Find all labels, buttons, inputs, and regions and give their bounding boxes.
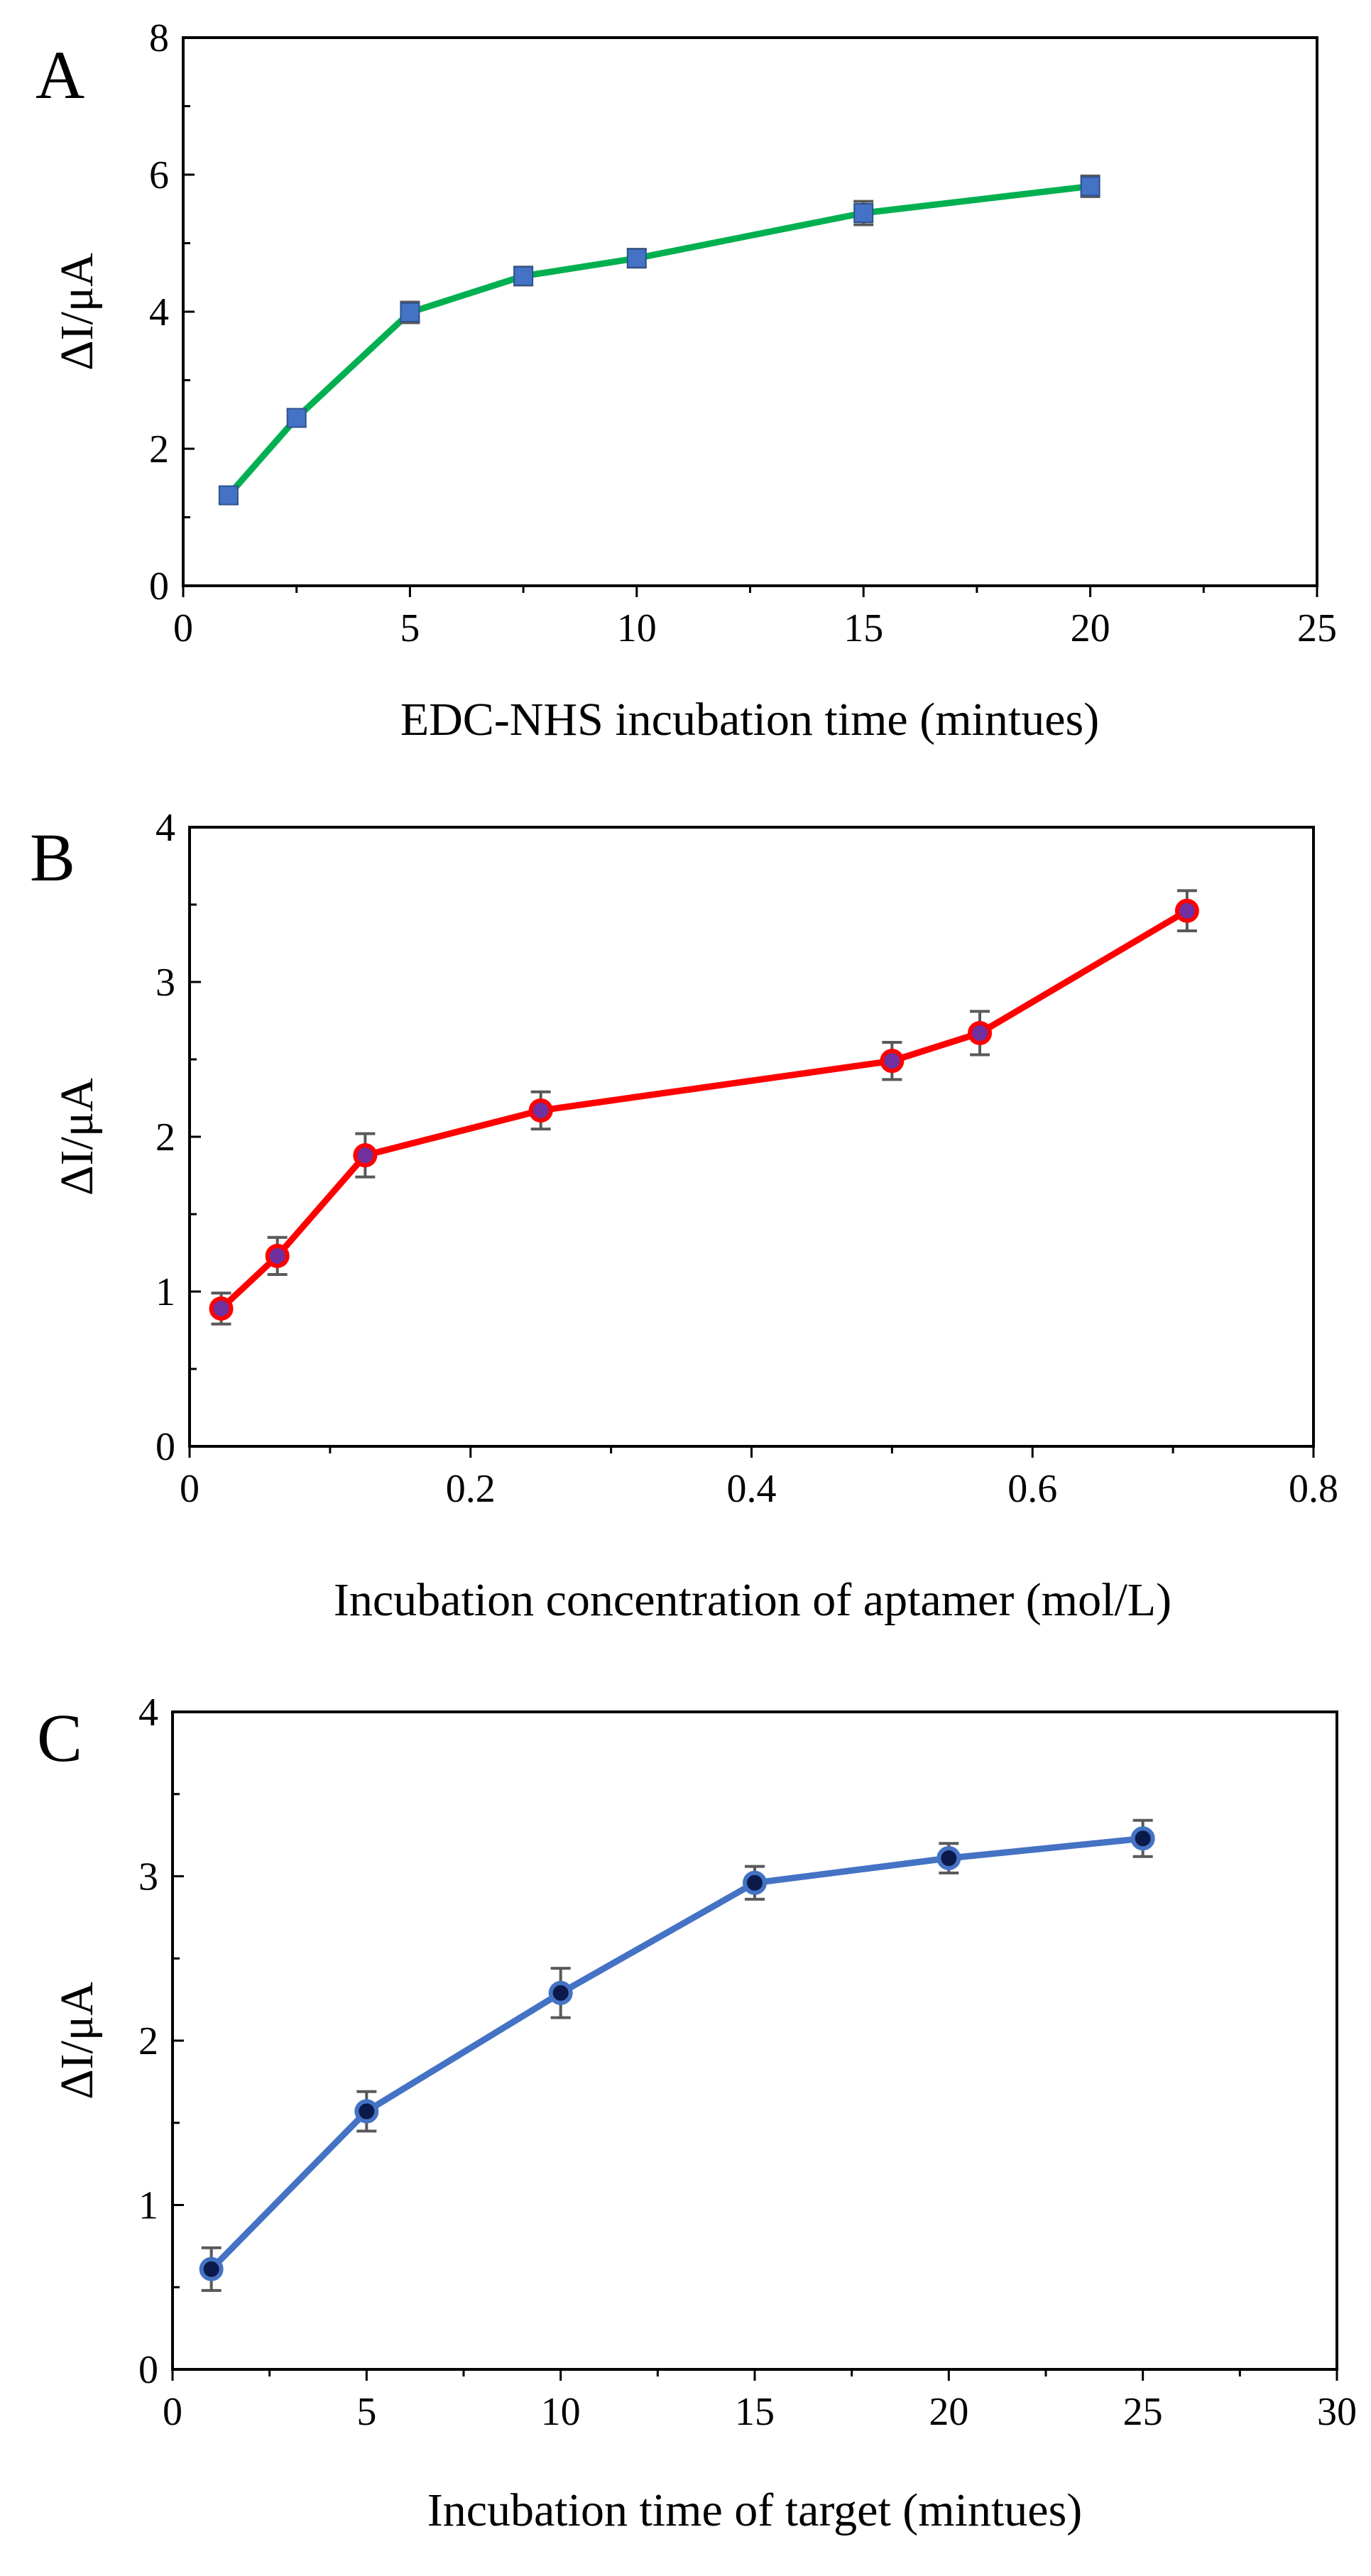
panel-c-chart: C 0 5 10 15 20 25 30 0 1 2 3 4 Incubation time of … [37, 1691, 1357, 2536]
panel-c-x-tick-labels: 0 5 10 15 20 25 30 [163, 2390, 1357, 2434]
x-tick-label: 10 [541, 2390, 581, 2434]
panel-a-x-axis-title: EDC-NHS incubation time (mintues) [400, 694, 1099, 746]
panel-a-x-tick-labels: 0 5 10 15 20 25 [173, 606, 1337, 650]
panel-c-y-tick-labels: 0 1 2 3 4 [138, 1691, 158, 2392]
panel-a-data-marks [218, 174, 1100, 506]
y-tick-label: 1 [138, 2184, 158, 2228]
data-point [880, 1049, 905, 1074]
data-point [968, 1020, 993, 1045]
data-point [400, 302, 420, 322]
x-tick-label: 0.8 [1289, 1467, 1338, 1511]
y-tick-label: 4 [155, 806, 175, 850]
data-point [1130, 1826, 1155, 1851]
x-tick-label: 0.2 [446, 1467, 496, 1511]
data-point [1080, 176, 1100, 197]
x-tick-label: 0.6 [1007, 1467, 1057, 1511]
panel-b-x-axis-title: Incubation concentration of aptamer (mol… [334, 1574, 1171, 1626]
y-tick-label: 8 [149, 16, 169, 60]
panel-a-ticks [182, 36, 1318, 597]
series-line [208, 1835, 1147, 2273]
data-point [353, 1143, 378, 1168]
panel-b-letter: B [30, 819, 75, 895]
panel-b-plot-frame [188, 826, 1315, 1448]
data-point [626, 248, 647, 268]
x-tick-label: 15 [843, 606, 883, 650]
panel-b-data-marks [209, 889, 1199, 1326]
data-point [199, 2256, 224, 2281]
panel-b-y-tick-labels: 0 1 2 3 4 [155, 806, 175, 1469]
y-tick-label: 3 [155, 961, 175, 1005]
panel-c-x-axis-title: Incubation time of target (mintues) [427, 2484, 1083, 2536]
data-point [548, 1980, 573, 2005]
y-tick-label: 0 [155, 1425, 175, 1469]
y-tick-label: 0 [149, 564, 169, 608]
y-tick-label: 2 [149, 427, 169, 471]
panel-c-data-marks [199, 1818, 1155, 2292]
x-tick-label: 0 [163, 2390, 182, 2434]
panel-a-y-tick-labels: 0 2 4 6 8 [149, 16, 169, 608]
x-tick-label: 0 [173, 606, 193, 650]
panel-a-letter: A [35, 37, 84, 113]
data-point [354, 2099, 379, 2124]
panel-b-chart: B 0 0.2 0.4 0.6 0.8 0 1 2 3 4 Incubation concent… [30, 806, 1338, 1626]
panel-c-plot-frame [171, 1710, 1338, 2371]
x-tick-label: 20 [929, 2390, 968, 2434]
y-tick-label: 1 [155, 1270, 175, 1314]
data-point [513, 266, 534, 286]
panel-b-x-tick-labels: 0 0.2 0.4 0.6 0.8 [180, 1467, 1338, 1511]
data-point [1174, 898, 1199, 923]
data-point [209, 1296, 234, 1321]
y-tick-label: 4 [138, 1691, 158, 1735]
y-tick-label: 2 [155, 1115, 175, 1159]
y-tick-label: 3 [138, 1855, 158, 1899]
panel-c-ticks [171, 1710, 1338, 2381]
panel-a-plot-frame [182, 36, 1318, 587]
panel-b-y-axis-title: ΔI/μA [51, 1078, 103, 1196]
y-tick-label: 0 [138, 2348, 158, 2392]
data-point [936, 1846, 961, 1871]
data-point [528, 1098, 553, 1123]
x-tick-label: 5 [400, 606, 420, 650]
y-tick-label: 2 [138, 2019, 158, 2063]
series-line [225, 182, 1094, 499]
x-tick-label: 10 [617, 606, 657, 650]
x-tick-label: 5 [356, 2390, 376, 2434]
x-tick-label: 0 [180, 1467, 200, 1511]
data-point [218, 485, 239, 506]
x-tick-label: 30 [1317, 2390, 1357, 2434]
data-point [743, 1870, 767, 1895]
panel-b-ticks [188, 826, 1315, 1458]
panel-c-letter: C [37, 1700, 82, 1776]
data-point [265, 1243, 290, 1268]
y-tick-label: 6 [149, 153, 169, 197]
data-point [286, 408, 307, 428]
panel-a-y-axis-title: ΔI/μA [51, 253, 103, 371]
x-tick-label: 15 [735, 2390, 775, 2434]
x-tick-label: 20 [1071, 606, 1110, 650]
series-line [218, 907, 1191, 1312]
x-tick-label: 25 [1123, 2390, 1163, 2434]
x-tick-label: 25 [1297, 606, 1337, 650]
panel-c-y-axis-title: ΔI/μA [51, 1982, 103, 2100]
y-tick-label: 4 [149, 290, 169, 334]
data-point [853, 203, 874, 224]
panel-a-chart: A 0 5 10 15 20 25 0 2 4 6 8 EDC-NHS incubation ti… [35, 16, 1337, 746]
x-tick-label: 0.4 [727, 1467, 777, 1511]
